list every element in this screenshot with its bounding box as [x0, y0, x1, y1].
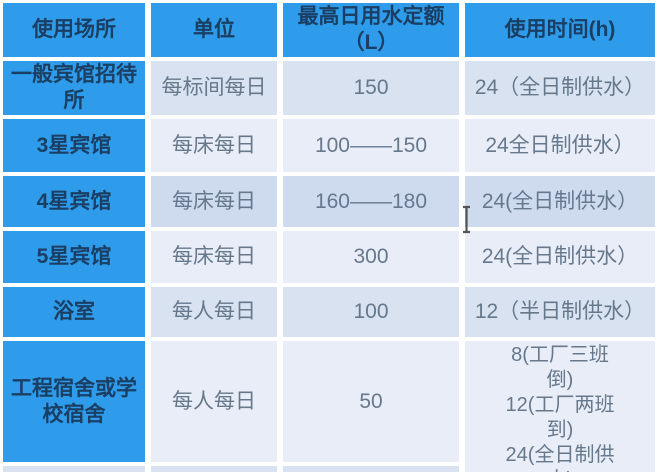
row-header-4star-hotel: 4星宾馆: [3, 176, 145, 227]
cell-unit: 每人每日: [151, 341, 277, 462]
time-line: 24(全日制供: [505, 444, 615, 466]
cell-time: 12（半日制供水）: [465, 287, 655, 337]
time-line: 12(工厂两班: [505, 394, 615, 416]
cell-time-multiline: 8(工厂三班 倒) 12(工厂两班 到) 24(全日制供 水): [465, 341, 655, 472]
time-line: 水): [471, 468, 649, 472]
partial-next-row-cell: [3, 466, 145, 472]
cell-quota: 300: [283, 231, 459, 283]
header-cell-place: 使用场所: [3, 3, 145, 57]
header-cell-quota: 最高日用水定额（L）: [283, 3, 459, 57]
cell-quota: 100——150: [283, 119, 459, 172]
header-cell-time: 使用时间(h): [465, 3, 655, 57]
cell-unit: 每床每日: [151, 119, 277, 172]
row-header-3star-hotel: 3星宾馆: [3, 119, 145, 172]
cell-unit: 每床每日: [151, 176, 277, 227]
cell-time: 24全日制供水）: [465, 119, 655, 172]
cell-quota: 150: [283, 61, 459, 115]
time-line: 倒): [546, 369, 574, 391]
cell-quota: 100: [283, 287, 459, 337]
row-header-general-hotel: 一般宾馆招待所: [3, 61, 145, 115]
partial-next-row-cell: [283, 466, 459, 472]
header-cell-unit: 单位: [151, 3, 277, 57]
cell-time: 24(全日制供水）: [465, 231, 655, 283]
row-header-dormitory: 工程宿舍或学校宿舍: [3, 341, 145, 462]
cell-unit: 每床每日: [151, 231, 277, 283]
partial-next-row-cell: [151, 466, 277, 472]
cell-unit: 每人每日: [151, 287, 277, 337]
cell-time: 24(全日制供水）: [465, 176, 655, 227]
row-header-5star-hotel: 5星宾馆: [3, 231, 145, 283]
cell-time: 24（全日制供水）: [465, 61, 655, 115]
i-beam-cursor: [460, 205, 473, 239]
cell-quota: 50: [283, 341, 459, 462]
time-line: 8(工厂三班: [511, 344, 609, 366]
row-header-bathhouse: 浴室: [3, 287, 145, 337]
cell-unit: 每标间每日: [151, 61, 277, 115]
time-line: 到): [546, 419, 574, 441]
cell-quota: 160——180: [283, 176, 459, 227]
